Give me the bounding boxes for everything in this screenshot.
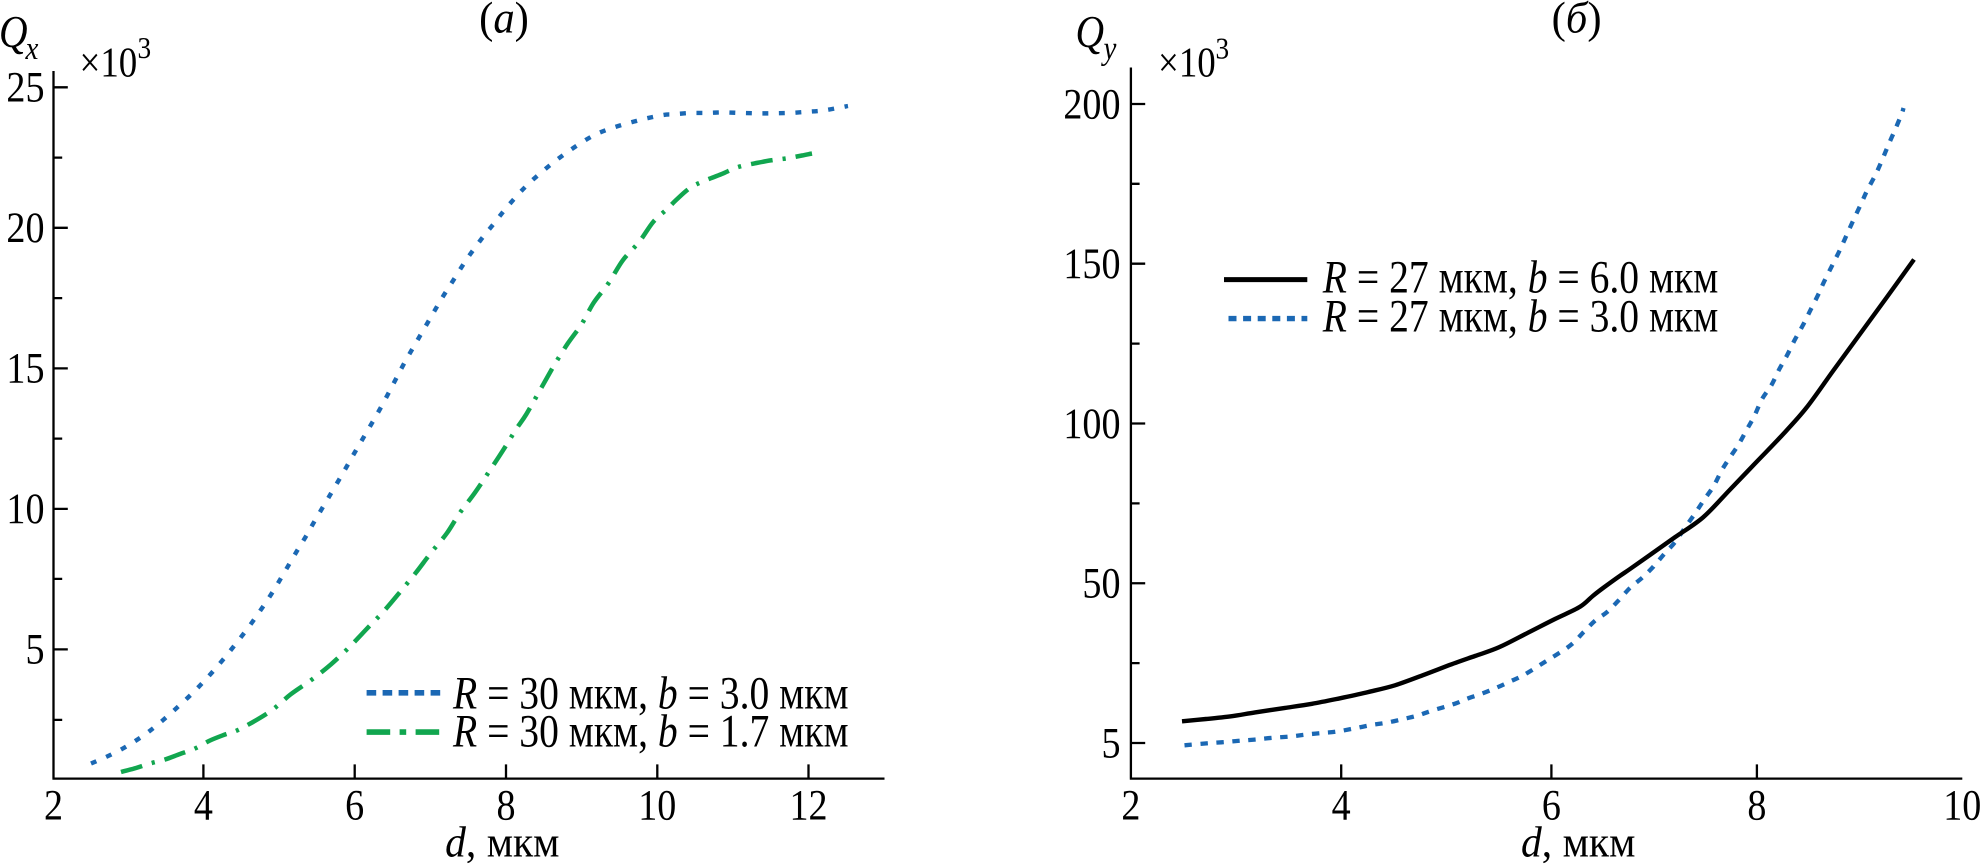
- svg-text:5: 5: [25, 625, 44, 673]
- svg-text:×10: ×10: [80, 39, 138, 86]
- svg-text:6: 6: [1542, 781, 1561, 829]
- svg-text:d, мкм: d, мкм: [1521, 819, 1635, 867]
- svg-text:5: 5: [1101, 719, 1120, 767]
- svg-text:d, мкм: d, мкм: [445, 819, 559, 867]
- svg-text:y: y: [1101, 29, 1117, 66]
- svg-text:3: 3: [1216, 32, 1230, 66]
- svg-text:12: 12: [789, 781, 827, 829]
- svg-text:R = 30 мкм, b = 1.7 мкм: R = 30 мкм, b = 1.7 мкм: [452, 705, 848, 757]
- svg-text:x: x: [25, 29, 39, 66]
- svg-text:Q: Q: [1076, 8, 1105, 58]
- svg-text:2: 2: [1121, 781, 1140, 829]
- svg-text:8: 8: [496, 781, 515, 829]
- svg-text:50: 50: [1082, 559, 1120, 607]
- svg-text:200: 200: [1063, 80, 1120, 128]
- svg-text:8: 8: [1747, 781, 1766, 829]
- svg-text:(б): (б): [1552, 0, 1602, 43]
- svg-text:100: 100: [1063, 400, 1120, 448]
- svg-text:R = 27 мкм, b = 6.0 мкм: R = 27 мкм, b = 6.0 мкм: [1322, 251, 1718, 303]
- svg-text:Q: Q: [0, 8, 28, 58]
- svg-text:6: 6: [345, 781, 364, 829]
- svg-text:R = 30 мкм, b = 3.0 мкм: R = 30 мкм, b = 3.0 мкм: [452, 667, 848, 719]
- svg-text:10: 10: [6, 485, 44, 533]
- svg-text:10: 10: [638, 781, 676, 829]
- svg-text:25: 25: [6, 63, 44, 111]
- svg-text:4: 4: [1332, 781, 1351, 829]
- svg-text:20: 20: [6, 204, 44, 252]
- svg-text:3: 3: [138, 31, 152, 65]
- svg-text:R = 27 мкм, b = 3.0 мкм: R = 27 мкм, b = 3.0 мкм: [1322, 290, 1718, 342]
- svg-text:150: 150: [1063, 240, 1120, 288]
- svg-text:4: 4: [194, 781, 213, 829]
- svg-text:2: 2: [44, 781, 63, 829]
- svg-text:×10: ×10: [1158, 39, 1216, 86]
- svg-text:(a): (a): [479, 0, 529, 43]
- svg-text:15: 15: [6, 344, 44, 392]
- svg-text:10: 10: [1943, 781, 1981, 829]
